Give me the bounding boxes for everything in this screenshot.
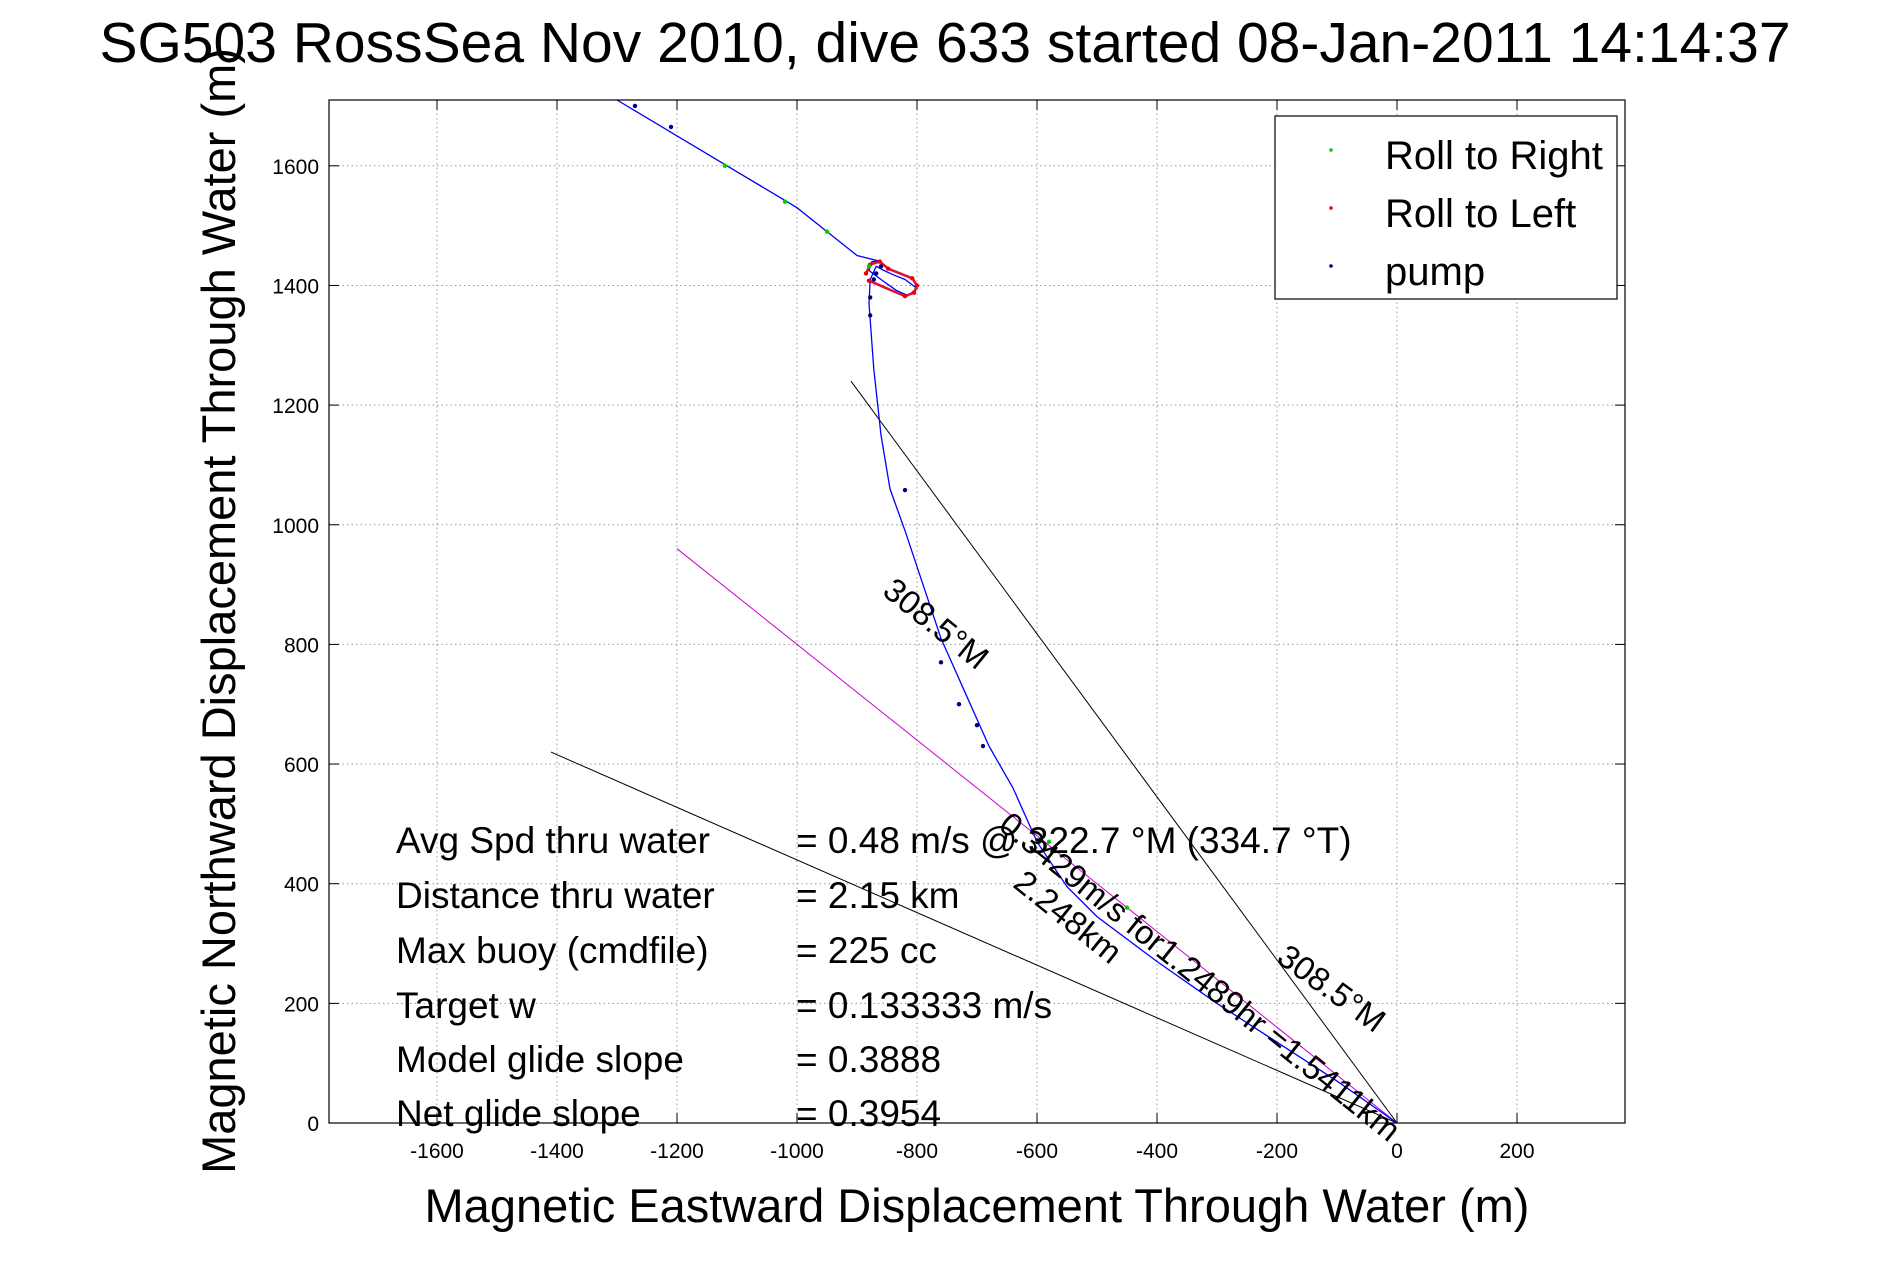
stat-value-model-slope: = 0.3888 [796, 1039, 941, 1080]
roll-left-point [914, 283, 920, 288]
roll-right-point [782, 199, 788, 204]
roll-left-point [866, 278, 872, 283]
guide-line [550, 751, 1398, 1124]
y-tick-label: 1600 [272, 156, 319, 179]
y-tick-label: 400 [284, 874, 319, 897]
stat-value-target-w: = 0.133333 m/s [796, 985, 1052, 1026]
track-group [616, 99, 1398, 1124]
stat-label-target-w: Target w [396, 985, 536, 1026]
y-tick-label: 0 [307, 1113, 319, 1136]
pump-point [868, 295, 873, 300]
legend: Roll to Right Roll to Left pump [1274, 115, 1618, 300]
roll-left-point [863, 271, 869, 276]
legend-marker-roll-left [1329, 206, 1333, 210]
heading-line [676, 548, 1398, 1124]
stat-label-avg-speed: Avg Spd thru water [396, 820, 710, 861]
markers [632, 103, 1130, 910]
pump-point [874, 271, 879, 276]
x-tick-label: -400 [1136, 1140, 1178, 1163]
heading-line-group [676, 548, 1398, 1124]
roll-right-point [824, 229, 830, 234]
roll-right-point [1124, 905, 1130, 910]
roll-left-point [886, 266, 891, 271]
y-tick-label: 1000 [272, 515, 319, 538]
stat-value-net-slope: = 0.3954 [796, 1093, 941, 1134]
stat-label-model-slope: Model glide slope [396, 1039, 684, 1080]
y-tick-label: 1200 [272, 395, 319, 418]
pump-point [974, 722, 980, 728]
pump-point [668, 124, 674, 130]
legend-label-pump: pump [1385, 250, 1485, 294]
pump-point [956, 702, 962, 707]
y-tick-label: 1400 [272, 275, 319, 298]
roll-left-point [877, 259, 882, 264]
roll-right-point [722, 163, 728, 169]
x-tick-label: -1400 [530, 1140, 584, 1163]
legend-marker-pump [1329, 264, 1333, 268]
x-tick-label: -1200 [650, 1140, 704, 1163]
pump-point [868, 313, 873, 318]
chart-title: SG503 RossSea Nov 2010, dive 633 started… [99, 11, 1790, 75]
legend-marker-roll-right [1329, 148, 1333, 152]
track-line [616, 99, 1398, 1124]
roll-left-point [910, 276, 915, 281]
y-tick-label: 200 [284, 993, 319, 1016]
x-tick-label: -600 [1016, 1140, 1058, 1163]
y-tick-label: 600 [284, 754, 319, 777]
x-axis-label: Magnetic Eastward Displacement Through W… [425, 1179, 1530, 1232]
stats-block: Avg Spd thru water = 0.48 m/s @ 322.7 °M… [396, 820, 1352, 1134]
pump-point [878, 264, 884, 269]
stat-value-max-buoy: = 225 cc [796, 930, 937, 971]
stat-value-distance: = 2.15 km [796, 875, 960, 916]
pump-point [871, 277, 876, 282]
x-tick-label: -1600 [410, 1140, 464, 1163]
guide-lines [550, 380, 1398, 1124]
stat-label-distance: Distance thru water [396, 875, 715, 916]
roll-left-point [902, 294, 908, 299]
y-axis-label: Magnetic Northward Displacement Through … [192, 48, 245, 1174]
pump-point [938, 660, 944, 665]
guide-line [850, 380, 1398, 1124]
roll-right-point [866, 264, 872, 269]
stat-value-avg-speed: = 0.48 m/s @ 322.7 °M (334.7 °T) [796, 820, 1352, 861]
x-tick-label: 0 [1391, 1140, 1403, 1163]
roll-left-point [911, 290, 917, 295]
stat-label-max-buoy: Max buoy (cmdfile) [396, 930, 709, 971]
x-tick-label: -800 [896, 1140, 938, 1163]
pump-point [902, 487, 908, 493]
legend-label-roll-right: Roll to Right [1385, 134, 1603, 178]
legend-label-roll-left: Roll to Left [1385, 192, 1576, 236]
pump-point [632, 103, 638, 109]
plot-frame [328, 99, 1626, 1124]
x-tick-label: -1000 [770, 1140, 824, 1163]
stat-label-net-slope: Net glide slope [396, 1093, 641, 1134]
axes: -1600 -1400 -1200 -1000 -800 -600 -400 -200 0 200… [272, 100, 1625, 1163]
x-tick-label: 200 [1499, 1140, 1534, 1163]
x-tick-label: -200 [1256, 1140, 1298, 1163]
pump-point [980, 743, 986, 749]
roll-right-point [1046, 839, 1052, 845]
y-tick-label: 800 [284, 634, 319, 657]
